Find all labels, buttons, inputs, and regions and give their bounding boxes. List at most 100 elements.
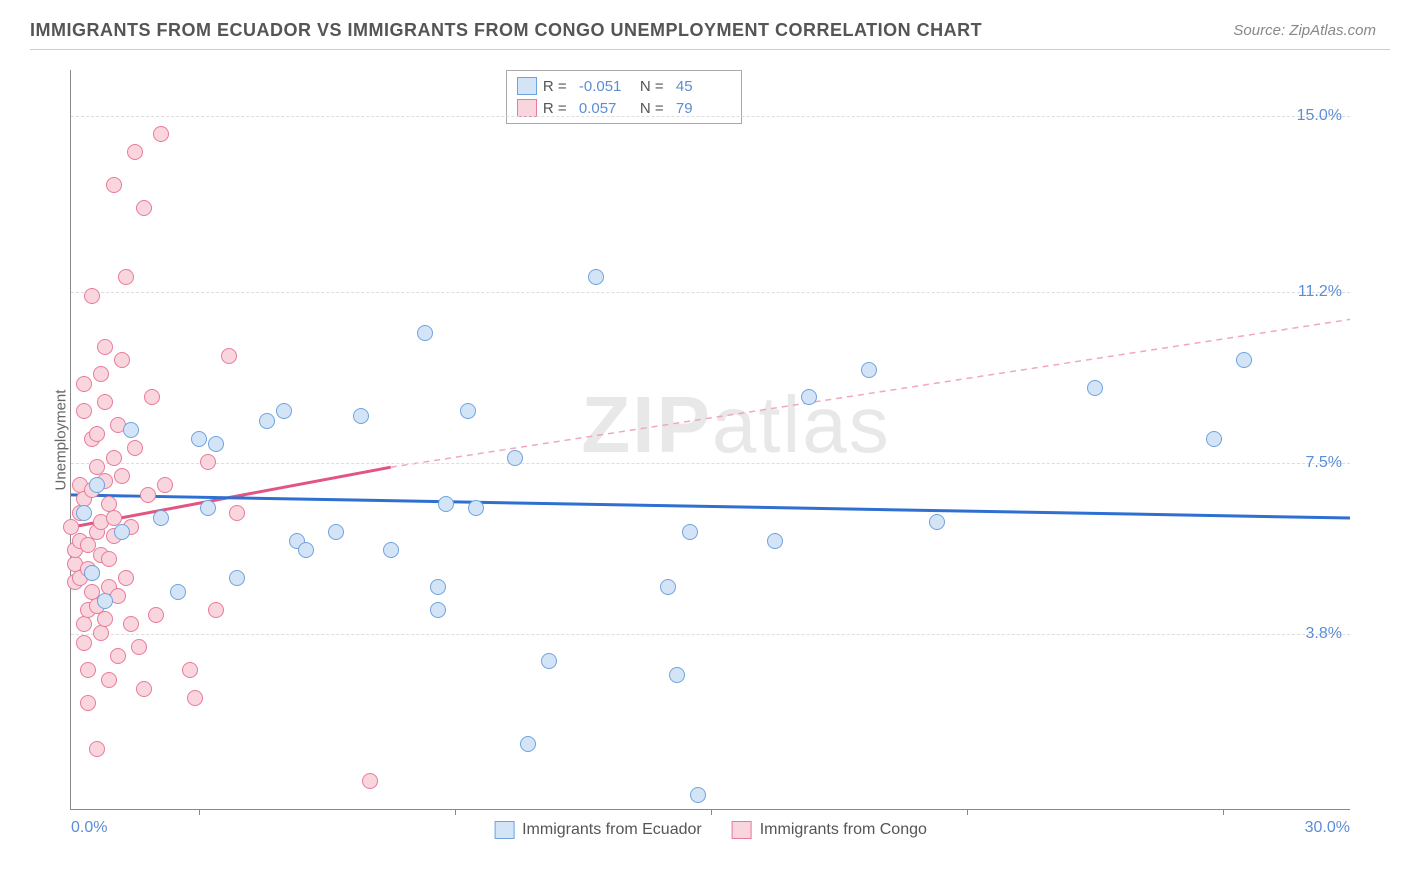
data-point-congo [200,454,216,470]
data-point-congo [114,468,130,484]
gridline [71,116,1350,117]
legend-item-ecuador: Immigrants from Ecuador [494,821,702,839]
data-point-congo [157,477,173,493]
y-tick-label: 7.5% [1306,454,1342,472]
chart-container: Unemployment ZIPatlas R = -0.051 N = 45 … [30,49,1390,839]
n-value-congo: 79 [676,100,731,117]
gridline [71,292,1350,293]
data-point-ecuador [97,593,113,609]
data-point-congo [127,144,143,160]
legend-row-ecuador: R = -0.051 N = 45 [517,75,731,97]
data-point-congo [187,690,203,706]
source-prefix: Source: [1233,22,1289,39]
data-point-ecuador [460,403,476,419]
n-value-ecuador: 45 [676,78,731,95]
swatch-congo-icon [732,821,752,839]
x-tick [455,809,456,815]
legend-item-congo: Immigrants from Congo [732,821,927,839]
data-point-ecuador [690,787,706,803]
data-point-ecuador [383,542,399,558]
data-point-congo [80,695,96,711]
data-point-congo [80,662,96,678]
data-point-ecuador [1206,431,1222,447]
data-point-congo [229,505,245,521]
y-tick-label: 11.2% [1298,283,1342,301]
data-point-ecuador [417,325,433,341]
series-legend: Immigrants from Ecuador Immigrants from … [494,821,927,839]
data-point-ecuador [298,542,314,558]
data-point-congo [76,635,92,651]
y-axis-label: Unemployment [53,389,70,490]
n-label-ecuador: N = [640,78,670,95]
chart-title: IMMIGRANTS FROM ECUADOR VS IMMIGRANTS FR… [30,20,982,41]
data-point-ecuador [1087,380,1103,396]
data-point-ecuador [328,524,344,540]
r-value-congo: 0.057 [579,100,634,117]
r-value-ecuador: -0.051 [579,78,634,95]
data-point-ecuador [200,500,216,516]
data-point-ecuador [259,413,275,429]
trendlines-layer [71,70,1350,809]
data-point-ecuador [682,524,698,540]
data-point-ecuador [861,362,877,378]
data-point-ecuador [468,500,484,516]
data-point-congo [106,450,122,466]
data-point-congo [76,616,92,632]
data-point-congo [114,352,130,368]
data-point-congo [89,426,105,442]
x-tick [967,809,968,815]
data-point-ecuador [801,389,817,405]
data-point-congo [123,616,139,632]
data-point-congo [101,672,117,688]
data-point-congo [118,269,134,285]
legend-label-ecuador: Immigrants from Ecuador [522,821,702,839]
plot-area: Unemployment ZIPatlas R = -0.051 N = 45 … [70,70,1350,810]
data-point-ecuador [170,584,186,600]
data-point-ecuador [114,524,130,540]
data-point-congo [76,376,92,392]
chart-header: IMMIGRANTS FROM ECUADOR VS IMMIGRANTS FR… [20,20,1386,49]
data-point-congo [97,339,113,355]
trendline [71,495,1350,518]
data-point-ecuador [191,431,207,447]
data-point-ecuador [1236,352,1252,368]
data-point-ecuador [430,579,446,595]
data-point-congo [144,389,160,405]
y-tick-label: 15.0% [1297,107,1342,125]
data-point-congo [362,773,378,789]
data-point-ecuador [76,505,92,521]
data-point-congo [97,611,113,627]
data-point-congo [97,394,113,410]
n-label-congo: N = [640,100,670,117]
x-tick [1223,809,1224,815]
swatch-ecuador [517,77,537,95]
data-point-ecuador [660,579,676,595]
data-point-congo [208,602,224,618]
data-point-congo [101,551,117,567]
data-point-ecuador [438,496,454,512]
source-name: ZipAtlas.com [1289,22,1376,39]
data-point-congo [221,348,237,364]
data-point-ecuador [123,422,139,438]
swatch-congo [517,99,537,117]
data-point-congo [131,639,147,655]
data-point-congo [84,288,100,304]
r-label-ecuador: R = [543,78,573,95]
source-attribution: Source: ZipAtlas.com [1233,22,1376,39]
data-point-ecuador [89,477,105,493]
data-point-ecuador [276,403,292,419]
data-point-ecuador [153,510,169,526]
data-point-congo [136,200,152,216]
x-axis-max-label: 30.0% [1305,819,1350,837]
data-point-ecuador [929,514,945,530]
x-axis-min-label: 0.0% [71,819,107,837]
data-point-ecuador [208,436,224,452]
gridline [71,463,1350,464]
data-point-congo [182,662,198,678]
watermark: ZIPatlas [581,379,890,471]
swatch-ecuador-icon [494,821,514,839]
x-tick [199,809,200,815]
data-point-ecuador [507,450,523,466]
data-point-congo [148,607,164,623]
legend-label-congo: Immigrants from Congo [760,821,927,839]
